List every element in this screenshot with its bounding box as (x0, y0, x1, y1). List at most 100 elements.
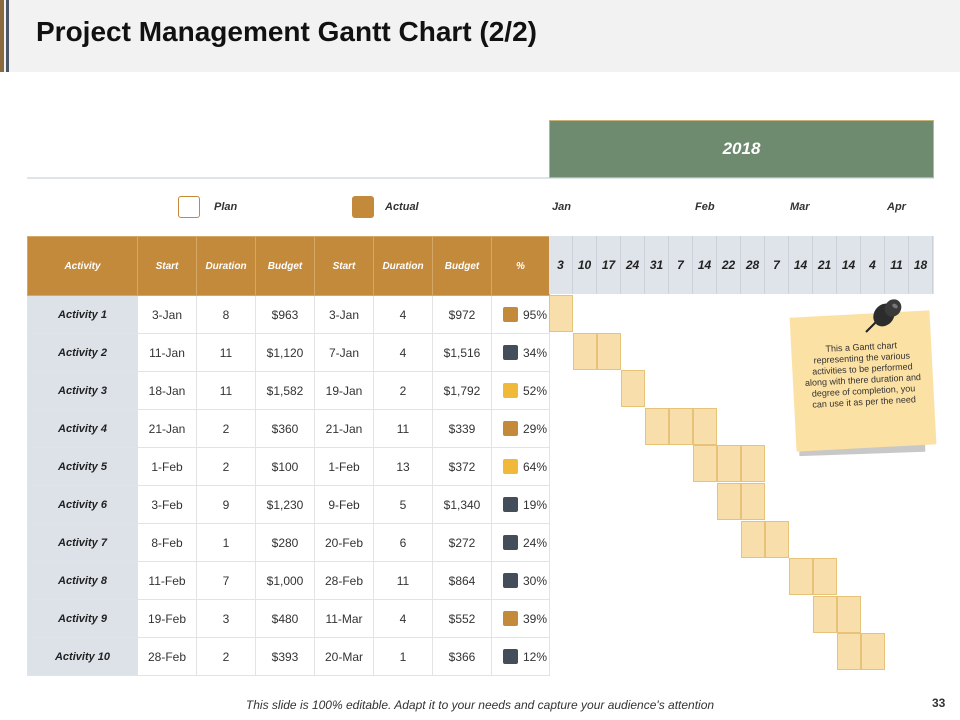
plan-duration-cell: 11 (196, 333, 256, 372)
plan-budget-cell: $963 (255, 295, 315, 334)
plan-duration-cell: 2 (196, 447, 256, 486)
slide-title: Project Management Gantt Chart (2/2) (36, 16, 537, 47)
plan-start-cell: 18-Jan (137, 371, 197, 410)
page-number: 33 (932, 696, 946, 710)
plan-duration-cell: 8 (196, 295, 256, 334)
plan-legend-label: Plan (214, 201, 238, 213)
week-label: 17 (597, 236, 621, 294)
actual-duration-cell: 4 (373, 295, 433, 334)
status-marker-icon (503, 459, 518, 474)
week-label: 14 (837, 236, 861, 294)
status-marker-icon (503, 535, 518, 550)
actual-legend-label: Actual (385, 201, 419, 213)
week-label: 7 (669, 236, 693, 294)
actual-start-cell: 11-Mar (314, 599, 374, 638)
activity-name-cell: Activity 3 (27, 371, 138, 410)
header-percent: % (491, 236, 550, 296)
actual-duration-cell: 5 (373, 485, 433, 524)
header-plan-budget: Budget (255, 236, 315, 296)
gantt-bar-cell (741, 483, 765, 520)
month-label: Apr (887, 201, 906, 213)
actual-legend-swatch (352, 196, 374, 218)
percent-cell: 39% (491, 599, 550, 638)
pushpin-icon (865, 299, 902, 333)
week-label: 24 (621, 236, 645, 294)
actual-start-cell: 20-Feb (314, 523, 374, 562)
actual-start-cell: 28-Feb (314, 561, 374, 600)
title-accent-bar (0, 0, 4, 72)
table-row: Activity 9 19-Feb 3 $480 11-Mar 4 $552 39% (27, 599, 550, 638)
percent-cell: 29% (491, 409, 550, 448)
month-label: Feb (695, 201, 715, 213)
month-label: Jan (552, 201, 571, 213)
actual-budget-cell: $1,792 (432, 371, 492, 410)
actual-start-cell: 7-Jan (314, 333, 374, 372)
plan-duration-cell: 1 (196, 523, 256, 562)
percent-value: 29% (522, 421, 547, 436)
actual-budget-cell: $1,516 (432, 333, 492, 372)
percent-value: 34% (522, 345, 547, 360)
plan-start-cell: 19-Feb (137, 599, 197, 638)
gantt-bar-cell (597, 333, 621, 370)
week-label: 4 (861, 236, 885, 294)
week-header (549, 236, 934, 294)
week-label: 22 (717, 236, 741, 294)
gantt-bar-cell (813, 596, 837, 633)
percent-value: 30% (522, 573, 547, 588)
gantt-bar-cell (693, 408, 717, 445)
percent-cell: 34% (491, 333, 550, 372)
activity-table: Activity Start Duration Budget Start Dur… (27, 236, 550, 676)
actual-duration-cell: 2 (373, 371, 433, 410)
status-marker-icon (503, 421, 518, 436)
percent-cell: 24% (491, 523, 550, 562)
plan-budget-cell: $480 (255, 599, 315, 638)
plan-budget-cell: $1,120 (255, 333, 315, 372)
actual-budget-cell: $972 (432, 295, 492, 334)
actual-duration-cell: 13 (373, 447, 433, 486)
year-label: 2018 (722, 139, 761, 158)
actual-start-cell: 9-Feb (314, 485, 374, 524)
plan-budget-cell: $1,582 (255, 371, 315, 410)
week-label: 10 (573, 236, 597, 294)
activity-name-cell: Activity 2 (27, 333, 138, 372)
gantt-bar-cell (765, 521, 789, 558)
plan-budget-cell: $360 (255, 409, 315, 448)
table-row: Activity 1 3-Jan 8 $963 3-Jan 4 $972 95% (27, 295, 550, 334)
year-banner: 2018 (549, 120, 934, 178)
gantt-bar-cell (717, 483, 741, 520)
status-marker-icon (503, 345, 518, 360)
actual-duration-cell: 11 (373, 561, 433, 600)
actual-budget-cell: $864 (432, 561, 492, 600)
week-label: 31 (645, 236, 669, 294)
plan-duration-cell: 2 (196, 409, 256, 448)
table-row: Activity 10 28-Feb 2 $393 20-Mar 1 $366 12% (27, 637, 550, 676)
week-label: 21 (813, 236, 837, 294)
week-label: 7 (765, 236, 789, 294)
footer-text: This slide is 100% editable. Adapt it to… (245, 698, 715, 712)
percent-cell: 12% (491, 637, 550, 676)
percent-cell: 19% (491, 485, 550, 524)
plan-duration-cell: 11 (196, 371, 256, 410)
gantt-bar-cell (837, 596, 861, 633)
header-actual-budget: Budget (432, 236, 492, 296)
percent-cell: 64% (491, 447, 550, 486)
plan-budget-cell: $1,000 (255, 561, 315, 600)
actual-budget-cell: $366 (432, 637, 492, 676)
gantt-bar-cell (573, 333, 597, 370)
percent-value: 39% (522, 611, 547, 626)
actual-budget-cell: $339 (432, 409, 492, 448)
percent-cell: 30% (491, 561, 550, 600)
status-marker-icon (503, 573, 518, 588)
plan-budget-cell: $393 (255, 637, 315, 676)
percent-value: 12% (522, 649, 547, 664)
gantt-bar-cell (549, 295, 573, 332)
actual-budget-cell: $552 (432, 599, 492, 638)
percent-value: 19% (522, 497, 547, 512)
actual-start-cell: 20-Mar (314, 637, 374, 676)
status-marker-icon (503, 497, 518, 512)
plan-duration-cell: 7 (196, 561, 256, 600)
percent-value: 52% (522, 383, 547, 398)
week-label: 14 (693, 236, 717, 294)
header-plan-duration: Duration (196, 236, 256, 296)
percent-value: 64% (522, 459, 547, 474)
